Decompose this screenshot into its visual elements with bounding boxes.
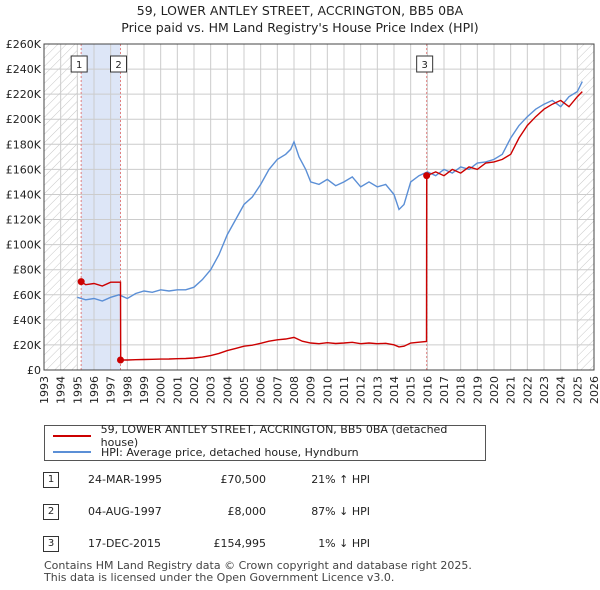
legend-item-hpi: HPI: Average price, detached house, Hynd… <box>53 444 359 460</box>
x-tick-label: 2005 <box>238 376 251 404</box>
sale-marker-label: 1 <box>76 60 82 71</box>
ownership-shaded-region <box>81 44 121 370</box>
price-chart: 1 2 3 £0 £20K £40K £60K £80K £100K £120K £140K £16… <box>6 38 600 404</box>
legend-label-property: 59, LOWER ANTLEY STREET, ACCRINGTON, BB5… <box>100 423 448 449</box>
table-row: 1 24-MAR-1995 £70,500 21% ↑ HPI <box>0 472 600 492</box>
x-tick-label: 2016 <box>421 376 434 404</box>
x-tick-label: 1998 <box>121 376 134 404</box>
y-tick-label: £220K <box>6 88 42 101</box>
transaction-date: 04-AUG-1997 <box>88 505 162 518</box>
legend-item-property: 59, LOWER ANTLEY STREET, ACCRINGTON, BB5… <box>53 423 485 449</box>
y-tick-label: £0 <box>27 364 41 377</box>
legend-swatch-property <box>53 435 91 437</box>
legend: 59, LOWER ANTLEY STREET, ACCRINGTON, BB5… <box>44 423 486 461</box>
y-tick-label: £120K <box>6 214 42 227</box>
property-series-line <box>80 91 583 361</box>
x-tick-label: 1999 <box>138 376 151 404</box>
transaction-hpi: 1% ↓ HPI <box>318 537 370 550</box>
x-tick-label: 2022 <box>521 376 534 404</box>
chart-title: 59, LOWER ANTLEY STREET, ACCRINGTON, BB5… <box>136 3 464 18</box>
sale-marker-label: 2 <box>115 60 121 71</box>
x-tick-label: 2019 <box>471 376 484 404</box>
y-tick-label: £240K <box>6 63 42 76</box>
sale-marker-box <box>110 55 127 73</box>
y-tick-label: £60K <box>13 289 42 302</box>
transaction-hpi: 87% ↓ HPI <box>311 505 370 518</box>
x-tick-label: 2004 <box>221 376 234 404</box>
transaction-price: £70,500 <box>220 473 267 486</box>
y-tick-label: £180K <box>6 138 42 151</box>
x-tick-label: 2018 <box>455 376 468 404</box>
x-tick-label: 2007 <box>271 376 284 404</box>
y-tick-label: £100K <box>6 239 42 252</box>
x-tick-label: 2003 <box>205 376 218 404</box>
x-tick-label: 2021 <box>505 376 518 404</box>
x-tick-label: 2002 <box>188 376 201 404</box>
plot-border <box>43 43 595 371</box>
transaction-date: 24-MAR-1995 <box>88 473 163 486</box>
transaction-number: 2 <box>43 504 59 520</box>
sale-point <box>423 172 431 180</box>
transaction-price: £154,995 <box>213 537 267 550</box>
hpi-series-line <box>77 81 583 302</box>
x-tick-label: 2013 <box>371 376 384 404</box>
transaction-hpi: 21% ↑ HPI <box>311 473 370 486</box>
y-tick-label: £160K <box>6 163 42 176</box>
legend-swatch-hpi <box>53 451 91 453</box>
sale-marker-label: 3 <box>421 60 427 71</box>
transaction-date: 17-DEC-2015 <box>88 537 162 550</box>
hatched-region-end <box>577 44 594 370</box>
y-tick-label: £80K <box>13 264 42 277</box>
x-tick-label: 2011 <box>338 376 351 404</box>
x-tick-label: 1993 <box>38 376 51 404</box>
x-tick-label: 2009 <box>305 376 318 404</box>
x-tick-label: 2000 <box>155 376 168 404</box>
footer: Contains HM Land Registry data © Crown c… <box>44 560 472 584</box>
y-tick-label: £40K <box>13 314 42 327</box>
sale-marker-box <box>416 55 434 73</box>
x-tick-label: 1997 <box>105 376 118 404</box>
x-tick-label: 2024 <box>555 376 568 404</box>
x-tick-label: 2014 <box>388 376 401 404</box>
x-tick-label: 2001 <box>171 376 184 404</box>
x-tick-label: 2020 <box>488 376 501 404</box>
x-tick-label: 2008 <box>288 376 301 404</box>
x-tick-label: 2015 <box>405 376 418 404</box>
footer-copyright: Contains HM Land Registry data © Crown c… <box>44 559 472 572</box>
x-tick-label: 2012 <box>355 376 368 404</box>
x-tick-label: 2006 <box>255 376 268 404</box>
sale-point <box>77 278 85 286</box>
x-tick-label: 1996 <box>88 376 101 404</box>
x-tick-label: 2025 <box>571 376 584 404</box>
transaction-price: £8,000 <box>227 505 267 518</box>
table-row: 3 17-DEC-2015 £154,995 1% ↓ HPI <box>0 536 600 556</box>
y-tick-label: £260K <box>6 38 42 51</box>
footer-licence: This data is licensed under the Open Gov… <box>44 571 395 584</box>
x-tick-label: 2026 <box>588 376 600 404</box>
chart-subtitle: Price paid vs. HM Land Registry's House … <box>121 20 479 35</box>
x-tick-label: 1994 <box>55 376 68 404</box>
x-tick-label: 1995 <box>71 376 84 404</box>
transaction-number: 3 <box>43 536 59 552</box>
y-tick-label: £140K <box>6 188 42 201</box>
transaction-number: 1 <box>43 472 59 488</box>
legend-label-hpi: HPI: Average price, detached house, Hynd… <box>101 445 359 459</box>
x-tick-label: 2010 <box>321 376 334 404</box>
y-tick-label: £200K <box>6 113 42 126</box>
y-tick-label: £20K <box>13 339 42 352</box>
table-row: 2 04-AUG-1997 £8,000 87% ↓ HPI <box>0 504 600 524</box>
x-tick-label: 2023 <box>538 376 551 404</box>
sale-point <box>117 356 124 364</box>
sale-marker-box <box>70 55 88 73</box>
x-tick-label: 2017 <box>438 376 451 404</box>
